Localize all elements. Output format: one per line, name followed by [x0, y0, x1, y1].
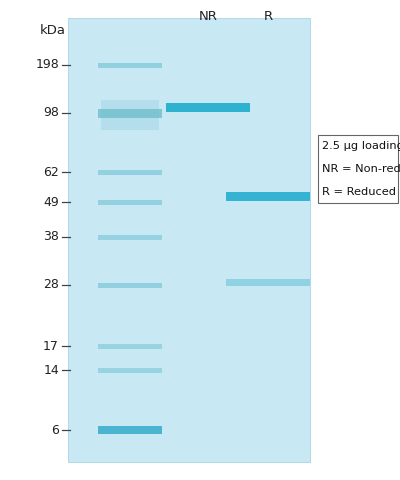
- Bar: [98, 235, 162, 240]
- Bar: [98, 344, 162, 348]
- Bar: [98, 169, 162, 175]
- Bar: [68, 18, 310, 462]
- Text: 2.5 μg loading: 2.5 μg loading: [322, 141, 400, 151]
- Bar: [98, 200, 162, 204]
- Text: kDa: kDa: [40, 24, 66, 37]
- Bar: [98, 368, 162, 372]
- Bar: [318, 135, 398, 203]
- Text: NR: NR: [198, 10, 218, 23]
- Text: 28: 28: [43, 278, 59, 291]
- Text: 49: 49: [43, 195, 59, 208]
- Text: R = Reduced: R = Reduced: [322, 187, 396, 197]
- Bar: [226, 278, 310, 286]
- Bar: [98, 283, 162, 288]
- Bar: [98, 62, 162, 68]
- Bar: [166, 103, 250, 111]
- Text: NR = Non-reduced: NR = Non-reduced: [322, 164, 400, 174]
- Text: 198: 198: [35, 59, 59, 72]
- Text: R: R: [264, 10, 272, 23]
- Text: 98: 98: [43, 107, 59, 120]
- Text: 17: 17: [43, 339, 59, 352]
- Bar: [98, 426, 162, 434]
- Text: 14: 14: [43, 363, 59, 376]
- Bar: [100, 100, 160, 130]
- Bar: [98, 108, 162, 118]
- Text: 6: 6: [51, 423, 59, 436]
- Text: 62: 62: [43, 166, 59, 179]
- Bar: [226, 192, 310, 201]
- Text: 38: 38: [43, 230, 59, 243]
